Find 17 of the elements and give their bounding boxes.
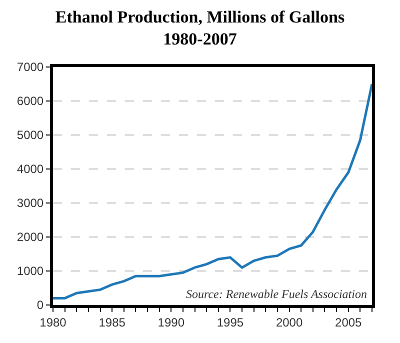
y-tick-label: 7000	[16, 60, 44, 74]
x-tick-label: 1990	[158, 315, 185, 330]
y-tick-label: 1000	[16, 264, 44, 278]
y-tick-label: 0	[36, 298, 44, 312]
chart-title: Ethanol Production, Millions of Gallons 1980-2007	[55, 7, 345, 48]
x-tick-label: 1980	[40, 315, 67, 330]
annotation: Source: Renewable Fuels Association	[186, 287, 367, 301]
y-tick-label: 6000	[16, 94, 44, 108]
line-series	[53, 82, 372, 300]
y-tick-label: 4000	[16, 162, 44, 176]
x-tick-label: 1985	[98, 315, 126, 330]
x-tick-label: 2000	[276, 315, 303, 330]
y-tick-label: 2000	[16, 230, 44, 244]
x-tick-label: 2005	[335, 315, 362, 330]
y-tick-label: 3000	[16, 196, 44, 210]
y-tick-label: 5000	[16, 128, 44, 142]
x-tick-label: 1995	[216, 315, 244, 330]
